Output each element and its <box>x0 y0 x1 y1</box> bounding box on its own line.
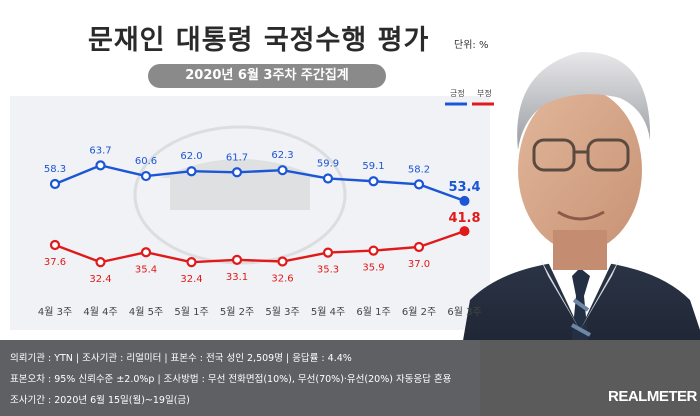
disapprove-value-label-9: 37.0 <box>408 259 430 270</box>
subtitle: 2020년 6월 3주차 주간집계 <box>185 68 349 83</box>
footer-line-2: 표본오차 : 95% 신뢰수준 ±2.0%p | 조사방법 : 무선 전화면접(… <box>10 374 452 385</box>
disapprove-value-label-2: 32.4 <box>89 274 111 285</box>
approve-point-9 <box>413 179 425 190</box>
subtitle-pill <box>148 64 386 88</box>
footer-line-3: 조사기간 : 2020년 6월 15일(월)~19일(금) <box>10 395 190 406</box>
approve-value-label-7: 59.9 <box>317 158 339 169</box>
approve-point-2 <box>95 160 106 171</box>
approve-value-label-1: 58.3 <box>44 164 66 175</box>
x-tick-label-10: 6월 3주 <box>447 306 481 318</box>
disapprove-point-3 <box>140 247 152 258</box>
footer-text-panel <box>0 340 480 416</box>
x-tick-label-5: 5월 2주 <box>220 306 254 318</box>
approve-point-6 <box>277 165 288 176</box>
disapprove-point-4 <box>186 257 197 268</box>
approve-value-label-3: 60.6 <box>135 156 157 167</box>
disapprove-value-label-1: 37.6 <box>44 257 66 268</box>
chart-panel <box>10 96 490 330</box>
disapprove-point-9 <box>413 241 425 253</box>
disapprove-value-label-3: 35.4 <box>135 264 157 275</box>
brand-logo: REALMETER <box>608 388 697 405</box>
disapprove-point-6 <box>277 256 288 267</box>
disapprove-point-7 <box>322 247 334 258</box>
footer: 의뢰기관 : YTN | 조사기관 : 리얼미터 | 표본수 : 전국 성인 2… <box>0 340 480 416</box>
x-tick-label-6: 5월 3주 <box>265 306 299 318</box>
legend-approve-label: 긍정 <box>450 88 465 98</box>
disapprove-value-label-7: 35.3 <box>317 265 339 276</box>
x-tick-label-7: 5월 4주 <box>311 306 345 318</box>
disapprove-value-label-10: 41.8 <box>448 211 480 226</box>
legend-disapprove-label: 부정 <box>477 88 492 98</box>
approve-point-7 <box>322 173 334 184</box>
disapprove-series-line <box>54 230 465 264</box>
disapprove-point-5 <box>231 254 243 265</box>
disapprove-point-2 <box>95 257 106 268</box>
approve-value-label-10: 53.4 <box>448 180 480 195</box>
unit-label: 단위: % <box>454 40 489 51</box>
disapprove-point-8 <box>368 245 379 256</box>
disapprove-point-1 <box>49 239 61 251</box>
approve-point-1 <box>49 178 61 190</box>
approve-value-label-9: 58.2 <box>408 164 430 175</box>
x-tick-label-8: 6월 1주 <box>356 306 390 318</box>
x-tick-label-9: 6월 2주 <box>402 306 436 318</box>
approve-point-5 <box>231 167 243 178</box>
x-tick-label-3: 4월 5주 <box>129 306 163 318</box>
disapprove-point-10 <box>459 226 470 237</box>
x-tick-label-4: 5월 1주 <box>174 306 208 318</box>
approve-series-line <box>54 164 465 203</box>
approve-point-8 <box>368 176 379 187</box>
disapprove-value-label-8: 35.9 <box>362 263 384 274</box>
approve-value-label-2: 63.7 <box>89 145 111 156</box>
approve-value-label-4: 62.0 <box>180 151 202 162</box>
approve-value-label-5: 61.7 <box>226 152 248 163</box>
approve-value-label-6: 62.3 <box>271 150 293 161</box>
approve-point-3 <box>140 170 152 182</box>
disapprove-value-label-6: 32.6 <box>271 274 293 285</box>
footer-line-1: 의뢰기관 : YTN | 조사기관 : 리얼미터 | 표본수 : 전국 성인 2… <box>10 353 352 364</box>
approve-point-10 <box>459 195 470 206</box>
approve-value-label-8: 59.1 <box>362 161 384 172</box>
disapprove-value-label-4: 32.4 <box>180 274 202 285</box>
page-title: 문재인 대통령 국정수행 평가 <box>88 25 430 56</box>
x-tick-label-1: 4월 3주 <box>38 306 72 318</box>
disapprove-value-label-5: 33.1 <box>226 272 248 283</box>
x-tick-label-2: 4월 4주 <box>83 306 117 318</box>
approve-point-4 <box>186 166 197 177</box>
